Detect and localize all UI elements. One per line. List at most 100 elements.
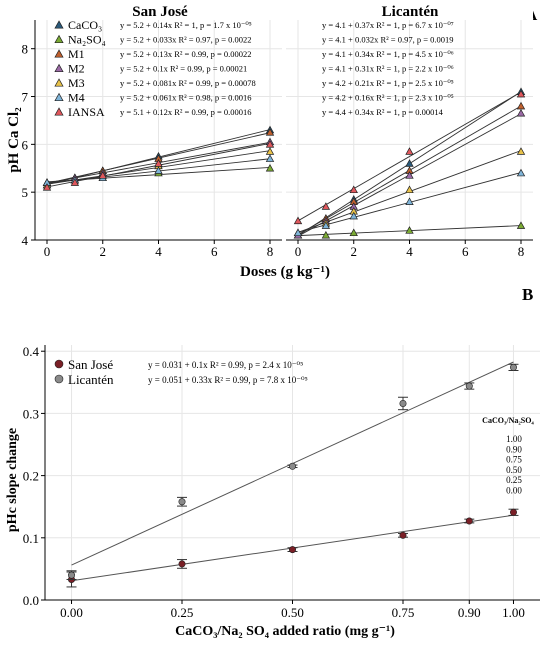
legend-label: M1	[68, 47, 85, 61]
data-point	[405, 185, 414, 194]
data-point	[288, 546, 296, 554]
legend-label: IANSA	[68, 105, 105, 119]
legend-label: CaCO₃	[68, 18, 102, 32]
data-point	[178, 560, 186, 568]
equation-label: y = 4.2 + 0.21x R² = 1, p = 2.5 x 10⁻⁰⁵	[322, 78, 454, 88]
panel-b: B 0.00.10.20.30.40.00 0.25 0.50 0.75 0.90 1.0…	[5, 285, 540, 639]
data-point	[516, 221, 526, 229]
data-point	[265, 140, 275, 148]
legend-marker	[54, 20, 64, 29]
legend-marker	[54, 107, 64, 116]
data-point	[265, 128, 275, 136]
x-tick-label: 2	[100, 244, 107, 259]
data-point	[293, 216, 303, 225]
data-point	[405, 171, 414, 179]
y-tick-label: 8	[22, 42, 29, 57]
plot-san-jose: 0 2 4 6 8 4 5 6 7 8	[22, 20, 282, 259]
y-tick-label: 6	[22, 137, 29, 152]
inset-row: 0.00	[506, 486, 522, 496]
y-tick-label: 0.0	[23, 593, 39, 608]
facet-title-san-jose: San José	[132, 4, 188, 20]
y-tick-label: 0.4	[23, 344, 40, 359]
x-tick-label: 0.50	[281, 605, 304, 620]
x-tick-label: 0	[295, 244, 302, 259]
x-tick-label: 0.90	[458, 605, 481, 620]
legend-marker	[54, 34, 64, 44]
x-tick-label: 0.75	[392, 605, 415, 620]
inset-row: 0.75	[506, 455, 522, 465]
data-point	[288, 462, 296, 470]
y-tick-label: 4	[22, 233, 29, 248]
data-point	[516, 147, 526, 155]
data-point	[405, 197, 414, 205]
y-tick-label: 0.1	[23, 531, 39, 546]
legend-marker	[54, 63, 64, 73]
data-point	[405, 147, 414, 155]
data-point	[321, 221, 331, 229]
equation-label: y = 5.2 + 0.081x R² = 0.99, p = 0.00078	[120, 78, 256, 88]
legend-marker	[54, 49, 64, 58]
equation-label: y = 5.1 + 0.12x R² = 0.99, p = 0.00016	[120, 107, 252, 117]
equation-label: y = 4.1 + 0.31x R² = 1, p = 2.2 x 10⁻⁰⁶	[322, 64, 454, 74]
panel-b-ylabel: pHc slope change	[5, 428, 20, 532]
data-point	[516, 89, 526, 98]
inset-row: 0.90	[506, 444, 522, 454]
inset-title: CaCO₃/Na₂SO₄	[482, 416, 534, 425]
data-point	[154, 166, 163, 174]
data-point	[70, 178, 80, 186]
fit-line	[297, 91, 522, 222]
data-point	[349, 185, 358, 194]
x-tick-label: 0.00	[60, 605, 83, 620]
data-point	[516, 168, 526, 177]
inset-row: 1.00	[506, 434, 522, 444]
data-point	[68, 571, 76, 579]
plot-licanten: 0 2 4 6 8	[286, 20, 533, 259]
equations-licanten: y = 4.1 + 0.37x R² = 1, p = 6.7 x 10⁻⁰⁷ y…	[322, 20, 454, 117]
panel-b-legend: San José y = 0.031 + 0.1x R² = 0.99, p = …	[54, 357, 308, 387]
data-point	[399, 531, 407, 539]
equation-label: y = 5.2 + 0.033x R² = 0.97, p = 0.0022	[120, 35, 252, 45]
equation-label: y = 4.1 + 0.37x R² = 1, p = 6.7 x 10⁻⁰⁷	[322, 20, 454, 30]
data-point	[509, 363, 517, 371]
data-point	[405, 226, 414, 234]
x-tick-label: 8	[267, 244, 274, 259]
data-point	[509, 508, 517, 516]
equation-label: y = 5.2 + 0.1x R² = 0.99, p = 0.00021	[120, 64, 247, 74]
data-point	[321, 202, 331, 210]
data-point	[98, 171, 107, 179]
inset-row: 0.25	[506, 475, 522, 485]
plot-slope-change: 0.00.10.20.30.40.00 0.25 0.50 0.75 0.90 1.00	[23, 344, 540, 620]
x-tick-label: 0.25	[171, 605, 194, 620]
y-tick-label: 5	[22, 185, 29, 200]
facet-strip-licanten	[288, 3, 533, 20]
data-point	[265, 163, 275, 172]
y-tick-label: 0.2	[23, 469, 39, 484]
legend-marker	[54, 92, 64, 102]
equation-label: y = 4.1 + 0.032x R² = 0.97, p = 0.0019	[322, 35, 454, 45]
legend-label: San José	[68, 357, 113, 372]
y-tick-label: 7	[22, 90, 29, 105]
x-tick-label: 4	[406, 244, 413, 259]
data-point	[465, 382, 473, 390]
legend-label: M3	[68, 76, 85, 90]
x-tick-label: 1.00	[502, 605, 525, 620]
equation-label: y = 4.1 + 0.34x R² = 1, p = 4.5 x 10⁻⁰⁶	[322, 49, 454, 59]
x-tick-label: 6	[211, 244, 218, 259]
panel-a-xlabel: Doses (g kg⁻¹)	[240, 264, 330, 280]
panel-a-ylabel: pH Ca Cl₂	[6, 107, 22, 173]
data-point	[265, 154, 275, 162]
data-point	[516, 108, 526, 117]
facet-strip-san-jose	[35, 3, 280, 20]
data-point	[42, 183, 52, 191]
data-point	[154, 159, 163, 167]
equation-label: y = 0.051 + 0.33x R² = 0.99, p = 7.8 x 1…	[148, 375, 308, 385]
ratio-inset-table: CaCO₃/Na₂SO₄ 1.000.900.750.500.250.00	[482, 416, 534, 496]
legend-marker	[54, 359, 64, 369]
equation-label: y = 0.031 + 0.1x R² = 0.99, p = 2.4 x 10…	[148, 360, 303, 370]
x-tick-label: 4	[155, 244, 162, 259]
equation-label: y = 5.2 + 0.061x R² = 0.98, p = 0.0016	[120, 93, 252, 103]
data-point	[293, 228, 303, 237]
equation-label: y = 4.2 + 0.16x R² = 1, p = 2.3 x 10⁻⁰⁵	[322, 93, 454, 103]
